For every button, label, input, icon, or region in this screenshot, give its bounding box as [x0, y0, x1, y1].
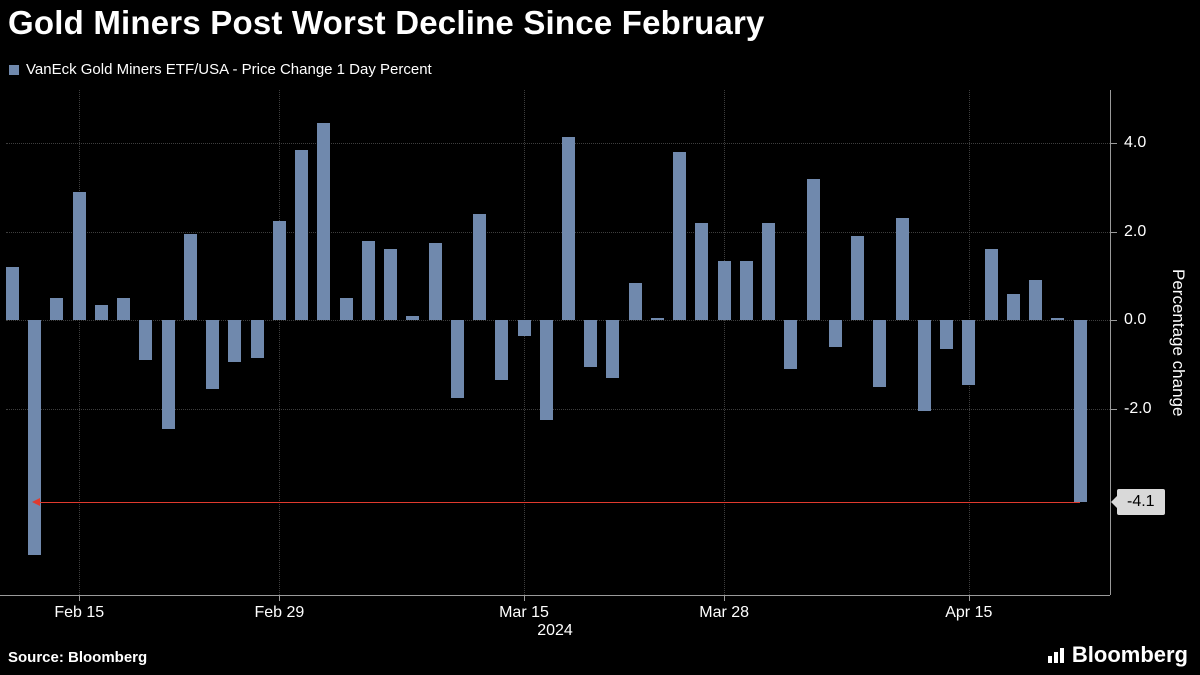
legend-swatch: [9, 64, 19, 75]
bar: [739, 260, 753, 321]
bar: [406, 315, 420, 321]
x-tick-mark: [279, 595, 281, 601]
v-gridline: [724, 90, 726, 595]
x-tick-mark: [524, 595, 525, 601]
bar: [339, 298, 353, 321]
bar: [317, 123, 331, 321]
source-credit: Source: Bloomberg: [8, 649, 148, 666]
bar: [139, 320, 153, 361]
y-tick-mark: [1110, 320, 1117, 322]
bar: [6, 267, 19, 321]
bar: [517, 320, 531, 336]
y-axis-title: Percentage change: [1169, 268, 1188, 417]
bar: [161, 320, 175, 429]
bar: [1051, 318, 1065, 321]
x-tick-label: Apr 15: [945, 604, 993, 621]
last-value-badge: -4.1: [1111, 488, 1165, 515]
bar: [206, 320, 220, 389]
bar: [473, 214, 487, 321]
bar: [561, 136, 575, 321]
y-tick-label: -2.0: [1124, 399, 1152, 417]
bar: [695, 222, 709, 321]
bar: [606, 320, 620, 378]
bar: [762, 222, 776, 321]
last-value-badge-text: -4.1: [1127, 492, 1155, 510]
x-tick-mark: [968, 595, 970, 601]
bar: [984, 249, 998, 321]
y-tick-label: 2.0: [1124, 222, 1147, 240]
bar: [450, 320, 464, 398]
bar: [384, 249, 398, 321]
v-gridline: [279, 90, 281, 595]
y-tick-mark: [1110, 408, 1117, 410]
bar: [784, 320, 798, 370]
y-axis-line: [1110, 90, 1111, 595]
bar: [272, 220, 286, 321]
badge-notch-icon: [1111, 495, 1117, 508]
x-tick-label: Feb 15: [54, 604, 105, 621]
y-tick-label: 4.0: [1124, 134, 1147, 152]
h-gridline: [6, 408, 1110, 410]
bar: [250, 320, 264, 358]
bar: [806, 178, 820, 321]
h-gridline: [6, 320, 1110, 322]
bar: [72, 191, 86, 321]
x-axis-year-label: 2024: [537, 622, 573, 639]
annotation-arrowhead-icon: [31, 498, 40, 507]
bloomberg-logo-bars-icon: [1047, 648, 1064, 663]
bar: [673, 152, 687, 321]
bar: [295, 149, 309, 321]
bar: [895, 218, 909, 321]
bar: [873, 320, 887, 387]
h-gridline: [6, 143, 1110, 145]
bar: [940, 320, 954, 350]
bar: [539, 320, 553, 420]
bar: [962, 320, 976, 385]
x-tick-label: Mar 15: [499, 604, 549, 621]
bar: [361, 240, 375, 321]
bar: [1006, 293, 1020, 321]
bar: [717, 260, 731, 321]
bar: [428, 242, 442, 321]
h-gridline: [6, 231, 1110, 233]
bar: [828, 320, 842, 347]
legend-label: VanEck Gold Miners ETF/USA - Price Chang…: [26, 61, 432, 78]
bloomberg-logo: Bloomberg: [1046, 642, 1188, 668]
bar: [228, 320, 242, 363]
bar: [917, 320, 931, 412]
x-tick-label: Mar 28: [699, 604, 750, 621]
bar: [117, 298, 131, 321]
bar: [94, 304, 108, 321]
x-tick-mark: [724, 595, 726, 601]
bar: [1073, 320, 1087, 502]
y-tick-mark: [1110, 231, 1117, 233]
annotation-line: [34, 501, 1080, 503]
x-axis-line: [0, 595, 1110, 596]
bar: [183, 233, 197, 321]
bar: [28, 320, 42, 556]
x-tick-mark: [79, 595, 81, 601]
bloomberg-logo-text: Bloomberg: [1071, 642, 1188, 667]
x-tick-label: Feb 29: [254, 604, 305, 621]
v-gridline: [524, 90, 525, 595]
y-tick-label: 0.0: [1124, 311, 1147, 329]
legend: VanEck Gold Miners ETF/USA - Price Chang…: [9, 61, 432, 78]
bar: [628, 282, 642, 321]
v-gridline: [79, 90, 81, 595]
y-tick-mark: [1110, 143, 1117, 145]
bar: [50, 298, 64, 321]
bar: [495, 320, 509, 381]
bar: [851, 236, 865, 321]
bar: [650, 318, 664, 321]
bar: [584, 320, 598, 367]
chart-title: Gold Miners Post Worst Decline Since Feb…: [8, 4, 765, 41]
bar: [1029, 280, 1043, 321]
